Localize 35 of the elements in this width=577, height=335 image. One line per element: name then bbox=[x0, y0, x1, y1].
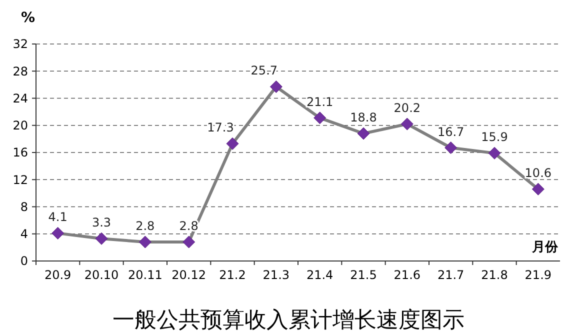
x-axis-title: 月份 bbox=[531, 240, 559, 255]
x-tick-label: 21.7 bbox=[437, 268, 464, 282]
y-tick-label: 8 bbox=[20, 200, 28, 214]
data-label: 25.7 bbox=[250, 64, 278, 78]
x-tick-label: 20.11 bbox=[128, 268, 162, 282]
data-label: 3.3 bbox=[92, 216, 112, 230]
x-tick-label: 21.3 bbox=[262, 268, 290, 282]
data-label: 18.8 bbox=[350, 110, 377, 125]
y-tick-label: 12 bbox=[12, 172, 28, 187]
data-label: 15.9 bbox=[481, 130, 508, 144]
data-label: 16.7 bbox=[437, 124, 464, 139]
x-tick-label: 20.10 bbox=[84, 268, 119, 282]
x-tick-label: 21.5 bbox=[350, 268, 377, 282]
x-tick-label: 21.9 bbox=[524, 268, 552, 282]
data-label: 20.2 bbox=[394, 101, 421, 116]
data-label: 17.3 bbox=[207, 120, 234, 135]
x-tick-label: 21.4 bbox=[306, 268, 334, 282]
y-tick-label: 28 bbox=[12, 64, 28, 78]
y-axis-title: % bbox=[20, 10, 36, 26]
text: 一般公共预算收入累计增长速度图示 bbox=[112, 308, 464, 333]
data-label: 2.8 bbox=[136, 219, 155, 234]
y-tick-label: 4 bbox=[20, 227, 28, 242]
x-tick-label: 21.2 bbox=[219, 268, 246, 282]
y-tick-label: 32 bbox=[12, 37, 28, 52]
y-tick-label: 16 bbox=[12, 146, 28, 160]
y-tick-label: 24 bbox=[12, 91, 28, 106]
y-tick-label: 0 bbox=[20, 254, 28, 268]
y-tick-label: 20 bbox=[12, 118, 28, 133]
x-tick-label: 20.9 bbox=[44, 268, 72, 282]
data-label: 21.1 bbox=[306, 94, 334, 109]
x-tick-label: 20.12 bbox=[172, 268, 206, 282]
x-tick-label: 21.8 bbox=[481, 268, 508, 282]
data-label: 4.1 bbox=[48, 210, 68, 224]
data-label: 10.6 bbox=[524, 166, 552, 180]
x-tick-label: 21.6 bbox=[394, 268, 421, 282]
